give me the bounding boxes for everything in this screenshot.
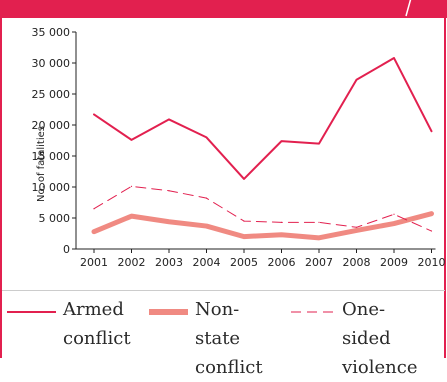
legend-label-armed-conflict: Armed conflict — [63, 295, 131, 353]
data-point-armed-conflict — [318, 143, 320, 145]
data-point-one-sided-violence — [93, 208, 95, 210]
y-tick-label: 5 000 — [39, 212, 71, 225]
x-tick-label: 2003 — [155, 256, 183, 269]
legend-swatch-armed-conflict — [7, 311, 56, 313]
chart-axes — [75, 32, 436, 250]
data-point-non-state-conflict — [130, 215, 133, 217]
line-chart: 0 5 000 10 000 15 000 20 000 25 000 30 000 35 0… — [32, 26, 446, 269]
data-point-armed-conflict — [243, 178, 245, 180]
x-tick-label: 2006 — [268, 256, 296, 269]
data-point-one-sided-violence — [168, 190, 170, 192]
header-slash-icon — [405, 0, 412, 17]
y-tick-label: 10 000 — [32, 181, 71, 194]
series-line-armed-conflict — [93, 57, 433, 180]
legend: Armed conflict Non-state conflict One-si… — [0, 290, 447, 378]
data-point-armed-conflict — [355, 79, 358, 81]
x-tick-label: 2009 — [380, 256, 408, 269]
data-point-one-sided-violence — [355, 226, 358, 228]
data-point-non-state-conflict — [93, 231, 95, 233]
data-point-armed-conflict — [205, 136, 208, 138]
legend-label-line1: Armed — [63, 299, 124, 320]
x-tick-label: 2005 — [230, 256, 258, 269]
series-lines — [91, 57, 434, 241]
data-point-one-sided-violence — [393, 213, 395, 215]
data-point-armed-conflict — [130, 139, 133, 141]
data-point-armed-conflict — [93, 113, 95, 116]
data-point-non-state-conflict — [430, 213, 433, 215]
legend-label-non-state-conflict: Non-state conflict — [195, 295, 263, 382]
series-line-one-sided-violence — [93, 185, 432, 232]
data-point-armed-conflict — [430, 130, 433, 132]
data-point-non-state-conflict — [318, 237, 320, 239]
header-bar — [0, 0, 447, 18]
y-tick-label: 15 000 — [32, 150, 71, 163]
legend-swatch-non-state-conflict — [149, 309, 188, 315]
legend-label-line2: conflict — [195, 357, 263, 378]
legend-label-line1: One-sided — [342, 299, 391, 349]
data-point-armed-conflict — [280, 140, 283, 142]
data-point-one-sided-violence — [430, 230, 433, 232]
y-tick-label: 30 000 — [32, 57, 71, 70]
x-tick-label: 2008 — [343, 256, 371, 269]
y-tick-label: 0 — [63, 243, 70, 256]
y-tick-label: 35 000 — [32, 26, 71, 39]
data-point-one-sided-violence — [243, 220, 245, 222]
x-tick-label: 2010 — [418, 256, 446, 269]
y-tick-labels: 0 5 000 10 000 15 000 20 000 25 000 30 000 35 0… — [32, 26, 76, 256]
data-point-non-state-conflict — [243, 236, 245, 238]
data-point-non-state-conflict — [280, 234, 283, 236]
x-tick-label: 2002 — [118, 256, 146, 269]
legend-label-one-sided-violence: One-sided violence — [342, 295, 418, 382]
data-point-one-sided-violence — [205, 197, 208, 199]
x-tick-labels: 2001 2002 2003 2004 2005 2006 2007 2008 2009 2010 — [80, 249, 446, 269]
y-tick-label: 25 000 — [32, 88, 71, 101]
data-point-one-sided-violence — [130, 185, 133, 187]
data-point-non-state-conflict — [355, 229, 358, 231]
x-tick-label: 2004 — [193, 256, 221, 269]
legend-swatch-one-sided-violence — [291, 311, 334, 313]
legend-label-line1: Non-state — [195, 299, 241, 349]
y-axis-label: No. of fatalities — [36, 126, 47, 202]
data-point-one-sided-violence — [318, 221, 320, 223]
data-point-non-state-conflict — [205, 225, 208, 227]
legend-label-line2: conflict — [63, 328, 131, 349]
data-point-armed-conflict — [393, 57, 395, 59]
series-line-non-state-conflict — [91, 211, 434, 241]
data-point-non-state-conflict — [393, 222, 395, 225]
data-point-non-state-conflict — [168, 221, 170, 223]
legend-divider — [2, 290, 445, 291]
x-tick-label: 2007 — [305, 256, 333, 269]
y-tick-label: 20 000 — [32, 119, 71, 132]
chart-frame — [0, 0, 446, 358]
legend-label-line2: violence — [342, 357, 418, 378]
x-tick-label: 2001 — [80, 256, 108, 269]
data-point-one-sided-violence — [280, 221, 283, 223]
data-point-armed-conflict — [168, 118, 170, 121]
